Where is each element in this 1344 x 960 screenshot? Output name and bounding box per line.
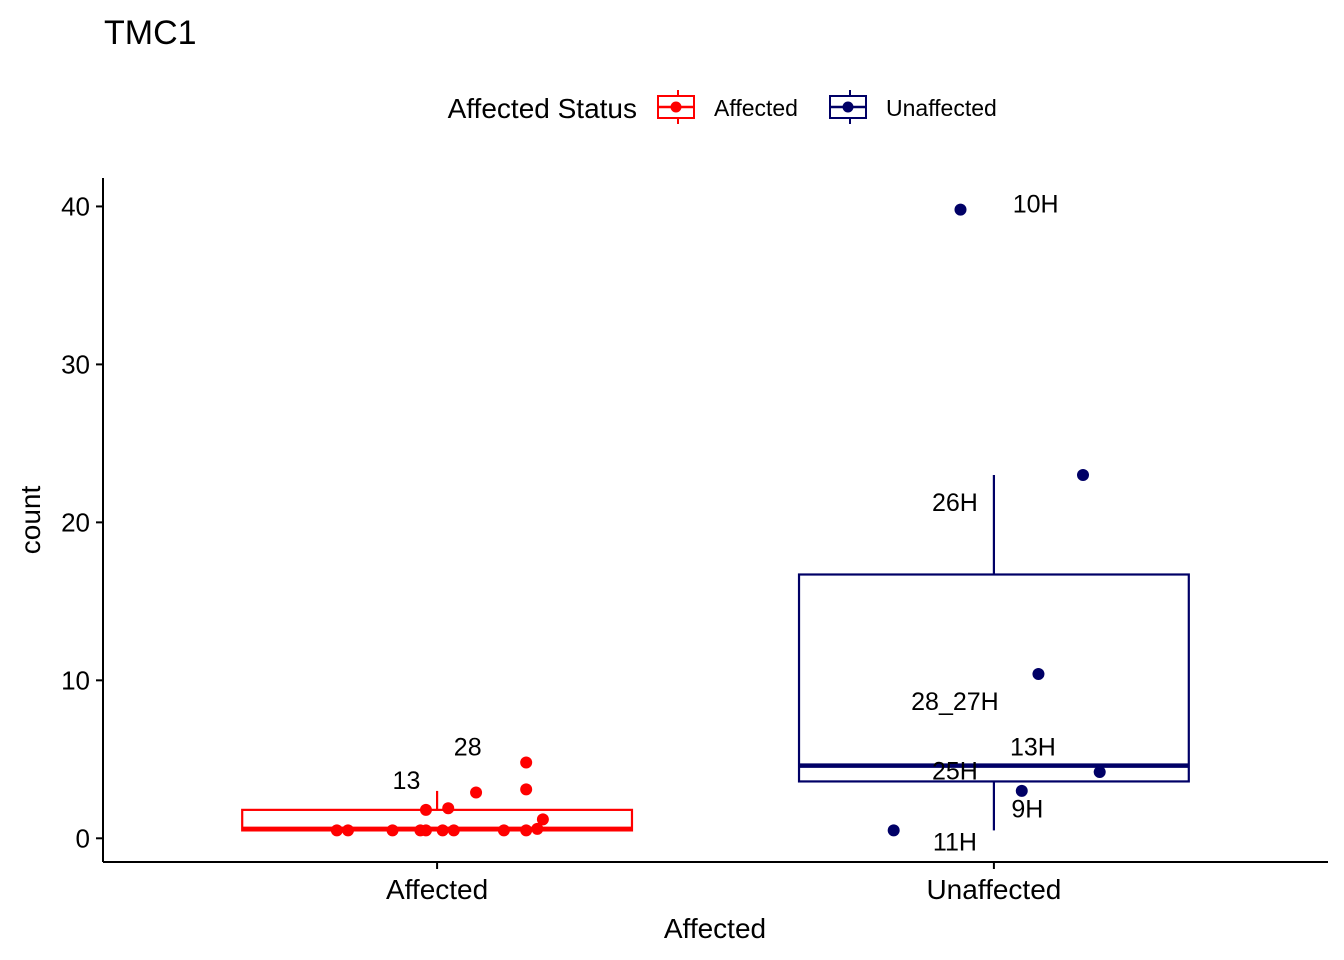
x-axis-label: Affected <box>664 913 766 944</box>
point-label: 13H <box>1010 734 1056 762</box>
data-point-affected <box>447 824 460 837</box>
legend: Affected Status Affected Unaffected <box>448 90 997 124</box>
data-point-unaffected <box>1077 468 1089 481</box>
chart-title: TMC1 <box>104 14 197 52</box>
point-label: 11H <box>933 828 977 856</box>
point-label: 10H <box>1013 190 1059 218</box>
data-point-affected <box>470 786 483 799</box>
x-tick-label: Unaffected <box>926 874 1061 905</box>
data-point-unaffected <box>1093 765 1106 778</box>
y-axis-label: count <box>15 486 46 555</box>
data-point-unaffected <box>1032 668 1045 681</box>
data-point-affected <box>497 824 510 837</box>
boxes <box>241 474 1190 832</box>
legend-title: Affected Status <box>448 93 637 124</box>
x-tick-label: Affected <box>386 874 488 905</box>
data-point-affected <box>419 824 432 837</box>
legend-entry-affected: Affected <box>657 90 798 124</box>
points <box>330 203 1106 837</box>
data-point-affected <box>342 824 354 837</box>
data-point-affected <box>520 756 533 769</box>
point-label: 28_27H <box>911 688 999 716</box>
data-point-affected <box>386 824 399 837</box>
x-ticks: Affected Unaffected <box>386 862 1061 905</box>
y-tick-label: 30 <box>61 349 90 379</box>
legend-key-unaffected <box>829 90 867 124</box>
data-point-affected <box>531 822 544 835</box>
y-tick-label: 40 <box>61 191 90 221</box>
y-tick-label: 10 <box>61 665 90 695</box>
data-point-affected <box>536 813 549 826</box>
point-label: 26H <box>932 489 978 517</box>
legend-entry-unaffected: Unaffected <box>829 90 997 124</box>
axes <box>102 178 1328 863</box>
data-point-unaffected <box>887 824 900 837</box>
y-tick-label: 20 <box>61 507 90 537</box>
data-point-affected <box>520 824 533 837</box>
point-label: 25H <box>932 757 978 785</box>
box-unaffected <box>797 573 1190 783</box>
data-point-affected <box>330 824 343 837</box>
point-label: 9H <box>1011 795 1043 823</box>
data-point-affected <box>442 802 455 815</box>
data-point-unaffected <box>954 203 967 216</box>
legend-label-unaffected: Unaffected <box>886 95 997 121</box>
data-point-affected <box>436 824 449 837</box>
data-point-affected <box>520 783 533 796</box>
data-point-affected <box>419 803 432 816</box>
data-point-unaffected <box>1015 784 1028 797</box>
point-labels: 28 13 10H 26H 28_27H 13H 25H 9H 11H <box>393 190 1059 856</box>
point-label: 28 <box>454 734 482 762</box>
y-tick-label: 0 <box>76 823 90 853</box>
point-label: 13 <box>393 767 421 795</box>
y-ticks: 0 10 20 30 40 <box>61 191 103 853</box>
legend-label-affected: Affected <box>714 95 798 121</box>
legend-key-affected <box>657 90 695 124</box>
